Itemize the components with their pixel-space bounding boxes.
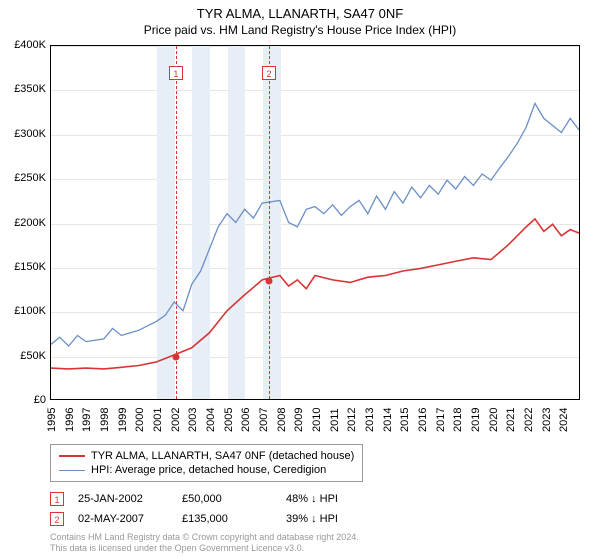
event-date: 25-JAN-2002 <box>78 493 168 505</box>
x-axis-label: 2009 <box>293 408 305 432</box>
sale-marker-icon: 1 <box>169 66 183 80</box>
x-axis-label: 2010 <box>311 408 323 432</box>
y-axis-label: £0 <box>6 394 46 406</box>
x-axis-label: 1996 <box>64 408 76 432</box>
plot-region: 12 <box>50 45 580 400</box>
legend-label: HPI: Average price, detached house, Cere… <box>91 464 326 476</box>
event-price: £50,000 <box>182 493 272 505</box>
chart-container: TYR ALMA, LLANARTH, SA47 0NF Price paid … <box>0 0 600 560</box>
x-axis-label: 2013 <box>364 408 376 432</box>
event-price: £135,000 <box>182 513 272 525</box>
x-axis-label: 2002 <box>170 408 182 432</box>
series-line-blue <box>51 103 579 346</box>
event-date: 02-MAY-2007 <box>78 513 168 525</box>
legend-item: HPI: Average price, detached house, Cere… <box>59 463 354 477</box>
y-axis-label: £300K <box>6 128 46 140</box>
event-delta: 48% ↓ HPI <box>286 493 376 505</box>
legend-box: TYR ALMA, LLANARTH, SA47 0NF (detached h… <box>50 444 363 482</box>
legend-swatch <box>59 455 85 457</box>
event-marker-icon: 1 <box>50 492 64 506</box>
event-row: 1 25-JAN-2002 £50,000 48% ↓ HPI <box>50 490 376 510</box>
x-axis-label: 2022 <box>523 408 535 432</box>
y-axis-label: £100K <box>6 305 46 317</box>
x-axis-label: 2000 <box>134 408 146 432</box>
x-axis-label: 2005 <box>223 408 235 432</box>
y-axis-label: £200K <box>6 217 46 229</box>
legend-item: TYR ALMA, LLANARTH, SA47 0NF (detached h… <box>59 449 354 463</box>
x-axis-label: 2019 <box>470 408 482 432</box>
legend-swatch <box>59 470 85 471</box>
chart-area: 12 <box>50 45 580 400</box>
y-axis-label: £350K <box>6 83 46 95</box>
x-axis-label: 2011 <box>329 408 341 432</box>
event-row: 2 02-MAY-2007 £135,000 39% ↓ HPI <box>50 510 376 530</box>
y-axis-label: £400K <box>6 39 46 51</box>
x-axis-label: 2012 <box>346 408 358 432</box>
x-axis-label: 2007 <box>258 408 270 432</box>
footer-attribution: Contains HM Land Registry data © Crown c… <box>50 532 359 555</box>
x-axis-label: 2021 <box>505 408 517 432</box>
x-axis-label: 1997 <box>81 408 93 432</box>
x-axis-label: 2008 <box>276 408 288 432</box>
chart-subtitle: Price paid vs. HM Land Registry's House … <box>0 21 600 37</box>
x-axis-label: 2014 <box>382 408 394 432</box>
y-axis-label: £50K <box>6 350 46 362</box>
x-axis-label: 2020 <box>488 408 500 432</box>
y-axis-label: £250K <box>6 172 46 184</box>
footer-line: Contains HM Land Registry data © Crown c… <box>50 532 359 543</box>
legend-label: TYR ALMA, LLANARTH, SA47 0NF (detached h… <box>91 450 354 462</box>
y-axis-label: £150K <box>6 261 46 273</box>
x-axis-label: 1998 <box>99 408 111 432</box>
x-axis-label: 1995 <box>46 408 58 432</box>
footer-line: This data is licensed under the Open Gov… <box>50 543 359 554</box>
x-axis-label: 1999 <box>117 408 129 432</box>
x-axis-label: 2024 <box>558 408 570 432</box>
x-axis-label: 2004 <box>205 408 217 432</box>
sale-marker-icon: 2 <box>262 66 276 80</box>
x-axis-label: 2018 <box>452 408 464 432</box>
x-axis-label: 2001 <box>152 408 164 432</box>
events-table: 1 25-JAN-2002 £50,000 48% ↓ HPI 2 02-MAY… <box>50 490 376 530</box>
chart-title: TYR ALMA, LLANARTH, SA47 0NF <box>0 0 600 21</box>
series-line-red <box>51 219 579 369</box>
event-marker-icon: 2 <box>50 512 64 526</box>
x-axis-label: 2003 <box>187 408 199 432</box>
x-axis-label: 2016 <box>417 408 429 432</box>
line-svg <box>51 46 579 399</box>
x-axis-label: 2017 <box>435 408 447 432</box>
x-axis-label: 2006 <box>240 408 252 432</box>
event-delta: 39% ↓ HPI <box>286 513 376 525</box>
x-axis-label: 2023 <box>541 408 553 432</box>
x-axis-label: 2015 <box>399 408 411 432</box>
